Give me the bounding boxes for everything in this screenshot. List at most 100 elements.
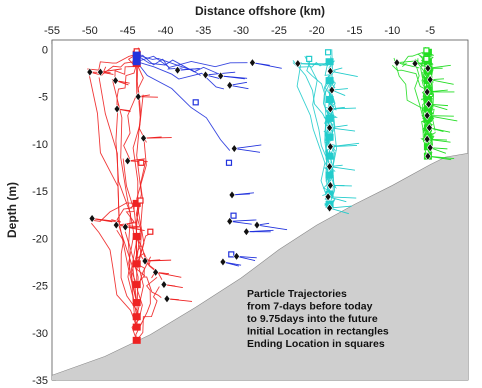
ending-location-square: [324, 49, 332, 56]
annotation-line-5: Ending Location in squares: [247, 338, 385, 350]
trajectory-line: [429, 127, 451, 133]
x-tick-label: -5: [425, 25, 435, 37]
diamond-marker: [163, 294, 171, 304]
ending-location-square: [306, 55, 313, 62]
y-tick-label: -35: [32, 375, 48, 387]
trajectory-line: [428, 103, 448, 107]
trajectory-line: [234, 148, 261, 153]
diamond-marker: [253, 220, 261, 230]
diamond-marker: [426, 75, 434, 85]
trajectory-line: [114, 53, 137, 84]
diamond-marker: [230, 144, 238, 154]
initial-location-rectangle: [325, 190, 334, 198]
trajectory-line: [229, 84, 249, 90]
trajectory-line: [236, 255, 257, 259]
trajectory-line: [123, 63, 138, 160]
trajectory-line: [427, 155, 455, 160]
trajectory-line: [136, 61, 225, 90]
trajectory-line: [136, 54, 183, 70]
diamond-marker: [217, 71, 225, 81]
trajectory-line: [414, 66, 429, 138]
trajectory-line: [421, 116, 435, 147]
diamond-marker: [423, 111, 431, 121]
x-tick-label: -20: [309, 25, 325, 37]
seafloor-area: [52, 153, 468, 380]
trajectory-line: [111, 79, 138, 303]
diamond-marker: [226, 216, 234, 226]
trajectory-line: [135, 232, 152, 285]
initial-location-rectangle: [325, 96, 334, 103]
y-tick-label: -10: [32, 139, 48, 151]
initial-location-rectangle: [132, 260, 141, 268]
trajectory-line: [115, 103, 139, 317]
initial-location-rectangle: [423, 105, 432, 113]
trajectory-line: [136, 61, 231, 151]
diamond-marker: [202, 70, 209, 80]
trajectory-line: [92, 218, 119, 223]
diamond-marker: [424, 63, 432, 73]
ending-location-square: [147, 228, 154, 235]
initial-location-rectangle: [132, 232, 141, 240]
x-tick-labels: -55 -50 -45 -40 -35 -30 -25 -20 -15 -10 -5: [44, 25, 435, 44]
trajectory-line: [234, 144, 262, 150]
annotation-text: Particle Trajectories from 7-days before…: [247, 288, 389, 350]
initial-location-rectangle: [423, 96, 432, 103]
trajectory-line: [155, 271, 182, 278]
trajectory-line: [327, 196, 347, 203]
trajectory-line: [136, 137, 147, 317]
x-tick-label: -50: [82, 25, 98, 37]
trajectory-line: [323, 92, 338, 138]
y-axis-title: Depth (m): [5, 182, 19, 238]
diamond-marker: [112, 220, 120, 230]
trajectory-line: [330, 142, 360, 148]
trajectory-line: [136, 263, 162, 298]
trajectory-line: [135, 276, 158, 341]
trajectory-line: [229, 220, 252, 225]
trajectory-line: [256, 224, 288, 231]
diamond-marker: [423, 87, 431, 97]
diamond-marker: [86, 67, 94, 77]
trajectory-line: [422, 93, 434, 148]
ending-location-square: [138, 159, 145, 166]
trajectory-line: [231, 192, 254, 196]
trajectory-line: [427, 115, 458, 122]
annotation-line-1: Particle Trajectories: [247, 288, 347, 300]
initial-location-rectangle: [132, 323, 141, 331]
y-tick-label: -20: [32, 233, 48, 245]
diamond-marker: [326, 66, 334, 76]
trajectory-line: [329, 166, 356, 171]
initial-location-rectangle: [132, 299, 141, 307]
initial-location-rectangle: [132, 281, 141, 289]
diamond-marker: [174, 65, 181, 75]
initial-location-rectangle: [132, 313, 141, 321]
x-tick-label: -55: [44, 25, 60, 37]
ending-location-square: [225, 159, 233, 166]
x-tick-label: -25: [271, 25, 287, 37]
diamond-marker: [233, 251, 240, 261]
ending-location-square: [423, 47, 430, 54]
annotation-line-3: to 9.75days into the future: [247, 313, 378, 325]
trajectory-line: [296, 62, 331, 205]
x-tick-label: -35: [195, 25, 211, 37]
diamond-marker: [326, 123, 333, 133]
ending-location-square: [192, 99, 199, 106]
ending-location-square: [423, 55, 430, 62]
diamond-marker: [140, 133, 147, 143]
trajectory-line: [131, 256, 152, 341]
diamond-marker: [226, 80, 234, 90]
trajectory-line: [236, 255, 256, 261]
x-tick-label: -45: [120, 25, 136, 37]
trajectory-line: [421, 60, 434, 128]
trajectory-line: [330, 70, 358, 77]
initial-location-rectangle: [132, 58, 141, 66]
initial-location-rectangle: [132, 199, 141, 207]
trajectory-line: [329, 207, 349, 215]
trajectory-line: [324, 80, 336, 133]
y-tick-label: -25: [32, 281, 48, 293]
diamond-marker: [411, 59, 419, 69]
diamond-marker: [424, 151, 432, 161]
trajectory-line: [136, 286, 160, 341]
x-tick-label: -40: [158, 25, 174, 37]
trajectory-line: [101, 53, 138, 76]
annotation-line-2: from 7-days before today: [247, 301, 373, 313]
